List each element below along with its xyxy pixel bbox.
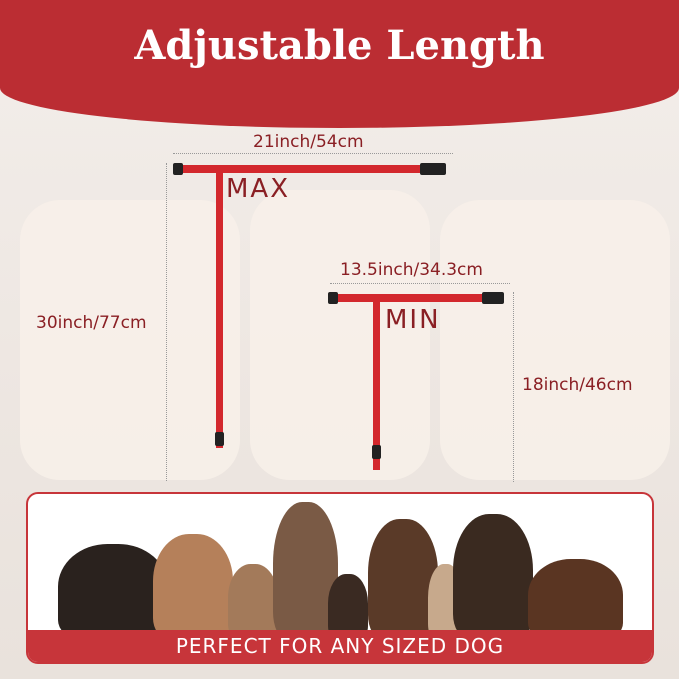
min-label: MIN bbox=[385, 305, 441, 335]
buckle-icon bbox=[372, 445, 381, 459]
buckle-icon bbox=[420, 163, 446, 175]
min-height-label: 18inch/46cm bbox=[522, 375, 633, 395]
max-strap-vertical bbox=[216, 170, 223, 448]
dog-husky bbox=[273, 502, 338, 639]
dog-bernese bbox=[58, 544, 168, 639]
dog-dachshund bbox=[328, 574, 368, 639]
max-strap-horizontal bbox=[180, 165, 445, 173]
dog-doodle bbox=[368, 519, 438, 639]
header-banner: Adjustable Length bbox=[0, 0, 679, 128]
max-width-label: 21inch/54cm bbox=[253, 132, 364, 152]
min-height-dimension-line bbox=[513, 292, 514, 482]
min-strap-horizontal bbox=[335, 294, 495, 302]
page-title: Adjustable Length bbox=[134, 22, 545, 69]
car-seat-middle bbox=[250, 190, 430, 480]
dog-german-shepherd bbox=[453, 514, 533, 639]
car-seat-right bbox=[440, 200, 670, 480]
max-label: MAX bbox=[226, 174, 291, 204]
buckle-icon bbox=[173, 163, 183, 175]
min-strap-vertical bbox=[373, 300, 380, 470]
buckle-icon bbox=[328, 292, 338, 304]
buckle-icon bbox=[482, 292, 504, 304]
max-height-label: 30inch/77cm bbox=[36, 313, 147, 333]
dog-frenchie bbox=[228, 564, 278, 639]
max-height-dimension-line bbox=[166, 163, 167, 481]
dogs-photo-panel: PERFECT FOR ANY SIZED DOG bbox=[26, 492, 654, 664]
caption-banner: PERFECT FOR ANY SIZED DOG bbox=[28, 630, 652, 662]
buckle-icon bbox=[215, 432, 224, 446]
car-seat-left bbox=[20, 200, 240, 480]
min-width-dimension-line bbox=[330, 283, 510, 284]
min-width-label: 13.5inch/34.3cm bbox=[340, 260, 483, 280]
dog-boxer bbox=[153, 534, 233, 639]
max-width-dimension-line bbox=[173, 153, 453, 154]
dog-labrador bbox=[528, 559, 623, 639]
